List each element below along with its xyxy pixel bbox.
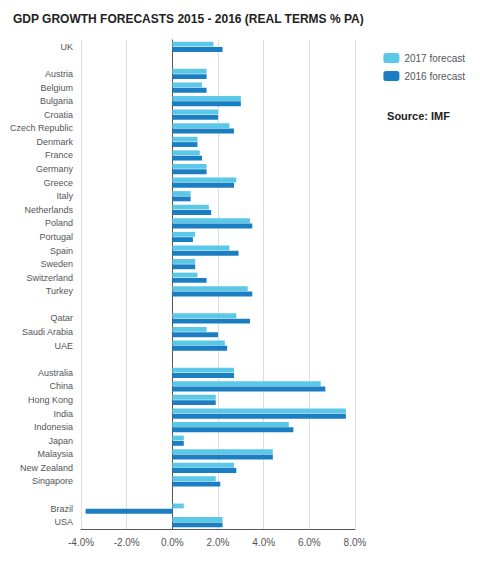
svg-text:Saudi Arabia: Saudi Arabia bbox=[22, 327, 73, 337]
svg-text:Australia: Australia bbox=[38, 368, 73, 378]
svg-text:Singapore: Singapore bbox=[32, 476, 73, 486]
svg-text:Hong Kong: Hong Kong bbox=[28, 395, 73, 405]
svg-text:Netherlands: Netherlands bbox=[24, 205, 73, 215]
svg-text:Japan: Japan bbox=[48, 436, 73, 446]
svg-text:Malaysia: Malaysia bbox=[38, 449, 74, 459]
svg-text:Turkey: Turkey bbox=[46, 286, 74, 296]
svg-text:Denmark: Denmark bbox=[37, 137, 74, 147]
svg-text:-4.0%: -4.0% bbox=[68, 537, 94, 548]
svg-text:8.0%: 8.0% bbox=[344, 537, 367, 548]
svg-text:Croatia: Croatia bbox=[44, 110, 73, 120]
svg-text:0.0%: 0.0% bbox=[161, 537, 184, 548]
svg-text:-2.0%: -2.0% bbox=[114, 537, 140, 548]
svg-text:Greece: Greece bbox=[44, 178, 74, 188]
svg-text:UK: UK bbox=[61, 42, 74, 52]
svg-text:2016 forecast: 2016 forecast bbox=[404, 71, 465, 82]
svg-text:Source: IMF: Source: IMF bbox=[387, 110, 450, 122]
svg-text:Spain: Spain bbox=[50, 246, 73, 256]
svg-text:Portugal: Portugal bbox=[39, 232, 73, 242]
svg-text:Bulgaria: Bulgaria bbox=[40, 96, 73, 106]
svg-text:UAE: UAE bbox=[55, 341, 74, 351]
svg-text:Sweden: Sweden bbox=[40, 259, 73, 269]
svg-text:Indonesia: Indonesia bbox=[34, 422, 73, 432]
svg-text:2.0%: 2.0% bbox=[207, 537, 230, 548]
svg-text:Austria: Austria bbox=[45, 69, 73, 79]
svg-text:4.0%: 4.0% bbox=[252, 537, 275, 548]
svg-text:USA: USA bbox=[55, 517, 74, 527]
svg-text:GDP GROWTH FORECASTS 2015 - 20: GDP GROWTH FORECASTS 2015 - 2016 (REAL T… bbox=[13, 12, 364, 26]
svg-text:Belgium: Belgium bbox=[41, 83, 74, 93]
svg-text:6.0%: 6.0% bbox=[298, 537, 321, 548]
svg-text:Poland: Poland bbox=[45, 218, 73, 228]
svg-text:France: France bbox=[45, 150, 73, 160]
svg-text:Brazil: Brazil bbox=[51, 504, 74, 514]
svg-text:Czech Republic: Czech Republic bbox=[10, 123, 74, 133]
svg-text:Italy: Italy bbox=[57, 191, 74, 201]
svg-text:China: China bbox=[50, 381, 74, 391]
svg-text:Qatar: Qatar bbox=[51, 313, 74, 323]
svg-text:Switzerland: Switzerland bbox=[26, 273, 73, 283]
svg-text:India: India bbox=[53, 409, 73, 419]
svg-text:New Zealand: New Zealand bbox=[20, 463, 73, 473]
svg-text:2017 forecast: 2017 forecast bbox=[404, 53, 465, 64]
svg-text:Germany: Germany bbox=[36, 164, 74, 174]
